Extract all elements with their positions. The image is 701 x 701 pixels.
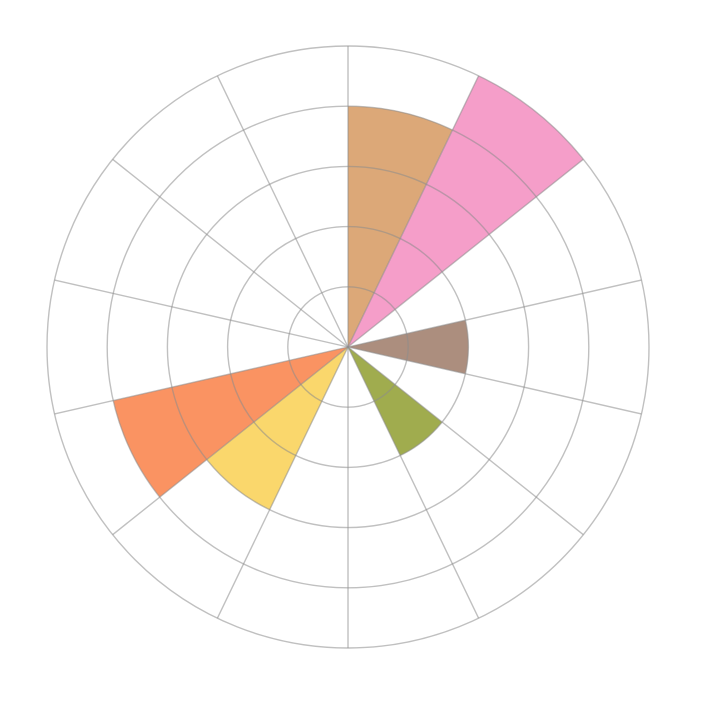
grid-spoke-11 (54, 279, 349, 348)
grid-spoke-9 (112, 346, 349, 536)
wedge-sector-1 (348, 75, 584, 348)
grid-spoke-3 (347, 279, 642, 348)
grid-spoke-8 (216, 346, 349, 619)
grid-spoke-4 (347, 346, 642, 415)
wedge-sector-5 (348, 347, 443, 456)
wedge-sector-9 (113, 347, 349, 498)
grid-spoke-12 (112, 158, 349, 348)
grid-spoke-5 (347, 346, 584, 536)
grid-spoke-13 (216, 75, 349, 348)
wedge-sector-8 (206, 347, 348, 510)
wedge-layer (113, 75, 584, 510)
grid-spoke-10 (54, 346, 349, 415)
polar-grid (46, 45, 650, 649)
wedge-sector-0 (348, 106, 453, 347)
grid-spoke-1 (347, 75, 480, 348)
grid-spoke-2 (347, 158, 584, 348)
grid-spoke-6 (347, 346, 480, 619)
